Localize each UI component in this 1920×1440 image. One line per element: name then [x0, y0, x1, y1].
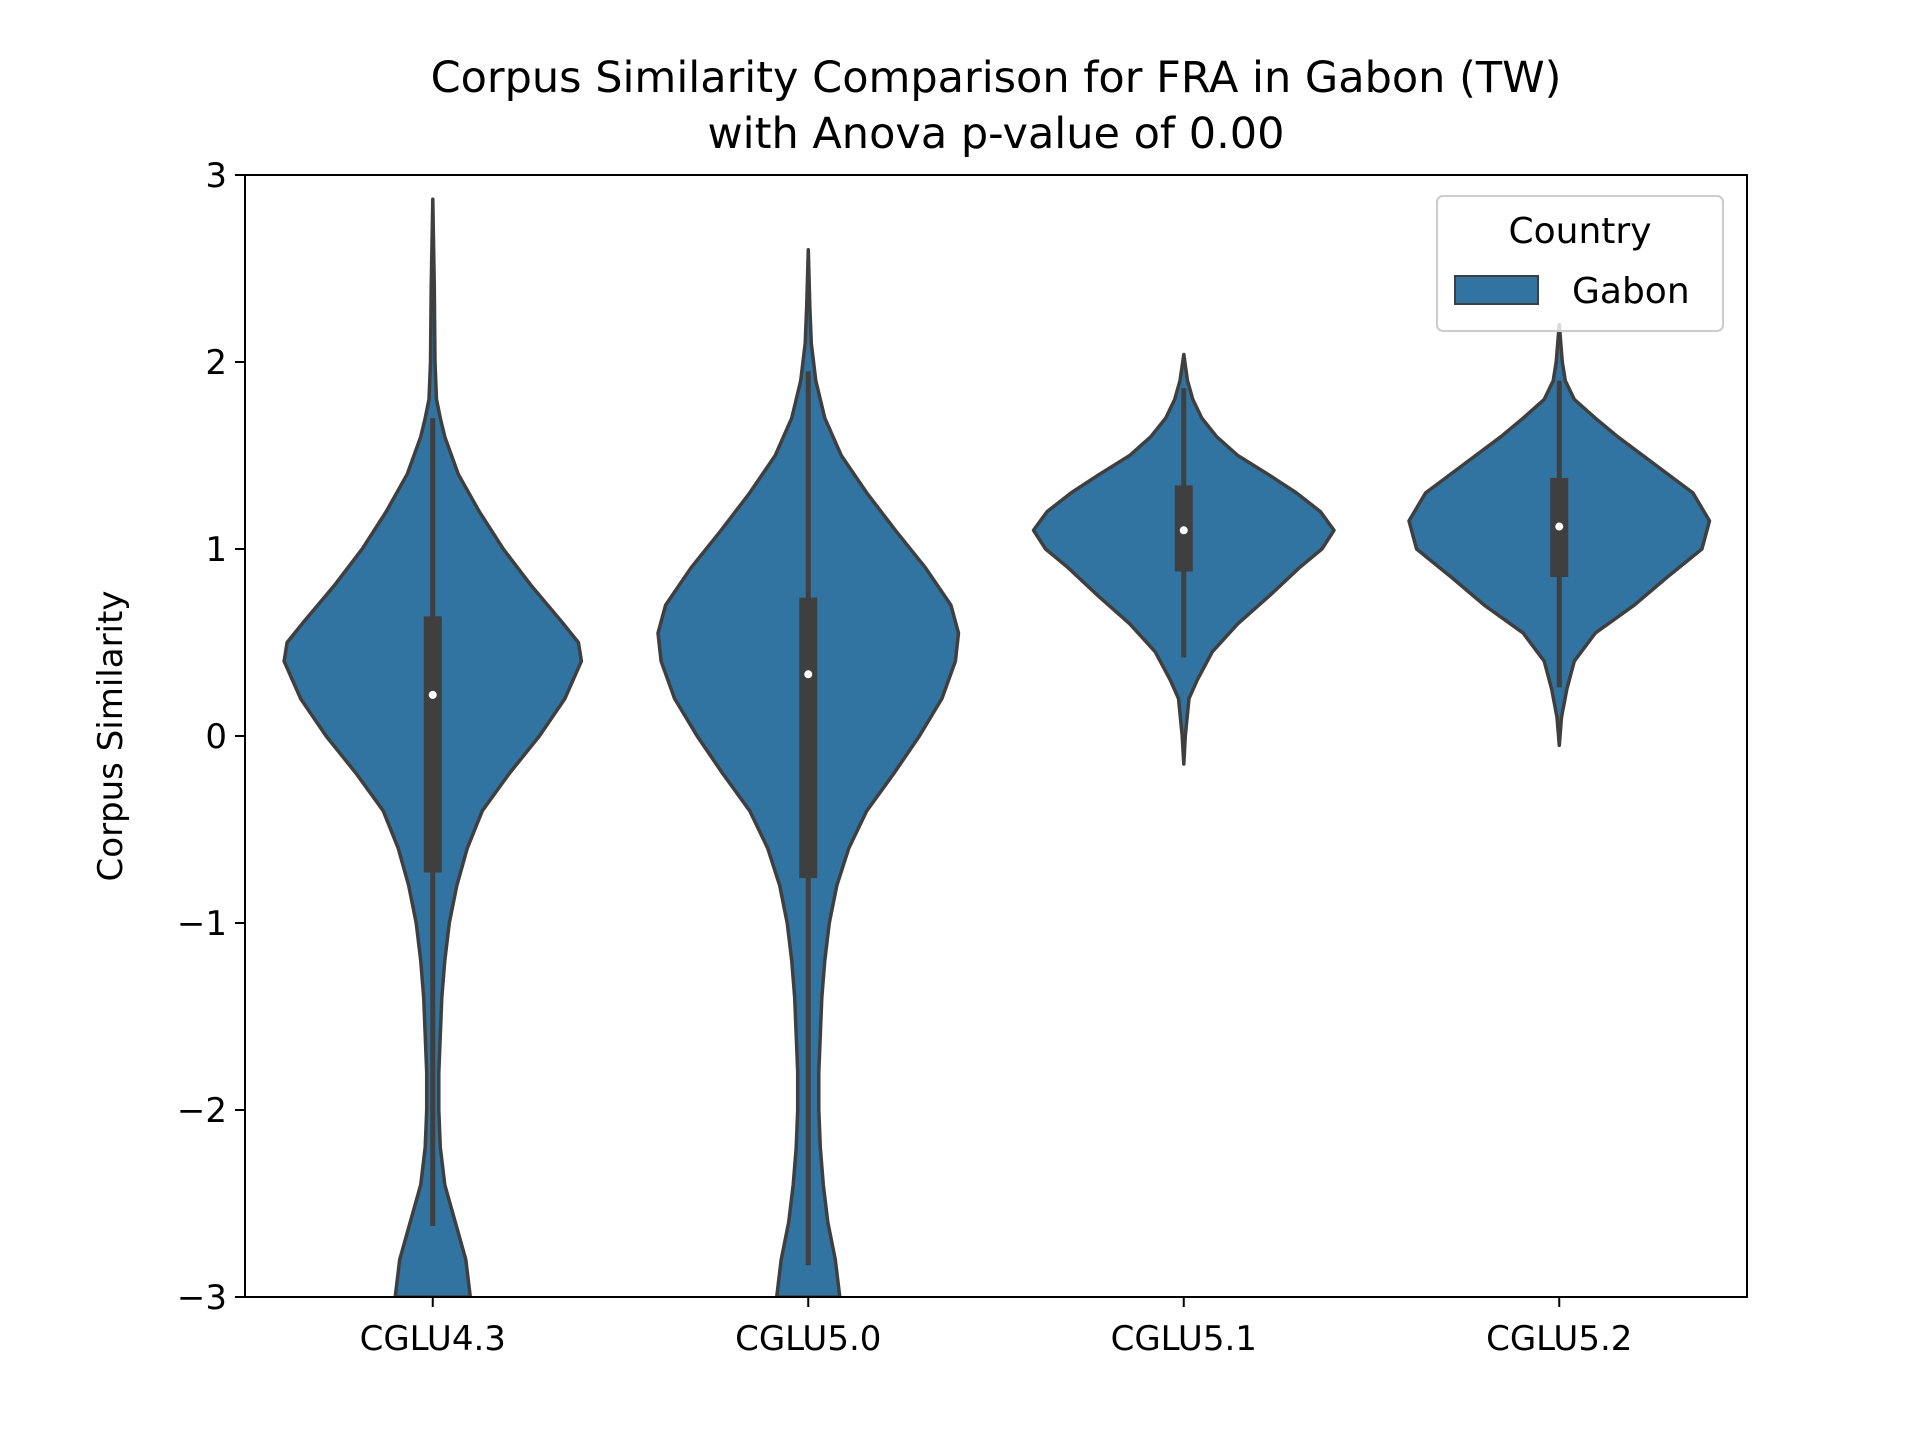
median-dot-cglu4-3: [428, 690, 437, 699]
iqr-box-cglu5-0: [799, 597, 818, 879]
x-tick-label: CGLU4.3: [360, 1319, 506, 1359]
legend-swatch-gabon: [1454, 275, 1539, 305]
chart-title-line1: Corpus Similarity Comparison for FRA in …: [431, 53, 1562, 103]
plot-frame: [244, 174, 1748, 1298]
y-tick-label: 0: [205, 717, 227, 757]
y-tick-label: 3: [205, 156, 227, 196]
median-dot-cglu5-0: [804, 670, 813, 679]
legend-title: Country: [1508, 211, 1651, 252]
y-tick-label: 1: [205, 530, 227, 570]
median-dot-cglu5-1: [1179, 526, 1188, 535]
iqr-box-cglu4-3: [423, 616, 442, 873]
violin-group: [282, 197, 1712, 1297]
y-tick-label: 2: [205, 343, 227, 383]
legend: Country Gabon: [1436, 195, 1724, 332]
y-tick-label: −3: [177, 1278, 227, 1318]
x-tick-label: CGLU5.0: [735, 1319, 881, 1359]
median-dot-cglu5-2: [1555, 522, 1564, 531]
y-tick-label: −1: [177, 904, 227, 944]
x-tick-label: CGLU5.2: [1486, 1319, 1632, 1359]
legend-entry-gabon: Gabon: [1572, 271, 1690, 312]
y-tick-label: −2: [177, 1091, 227, 1131]
chart-title-line2: with Anova p-value of 0.00: [708, 109, 1285, 159]
x-tick-label: CGLU5.1: [1111, 1319, 1257, 1359]
y-axis-label: Corpus Similarity: [91, 591, 131, 882]
x-axis: CGLU4.3 CGLU5.0 CGLU5.1 CGLU5.2: [360, 1297, 1632, 1359]
y-axis: −3 −2 −1 0 1 2 3: [177, 156, 245, 1318]
